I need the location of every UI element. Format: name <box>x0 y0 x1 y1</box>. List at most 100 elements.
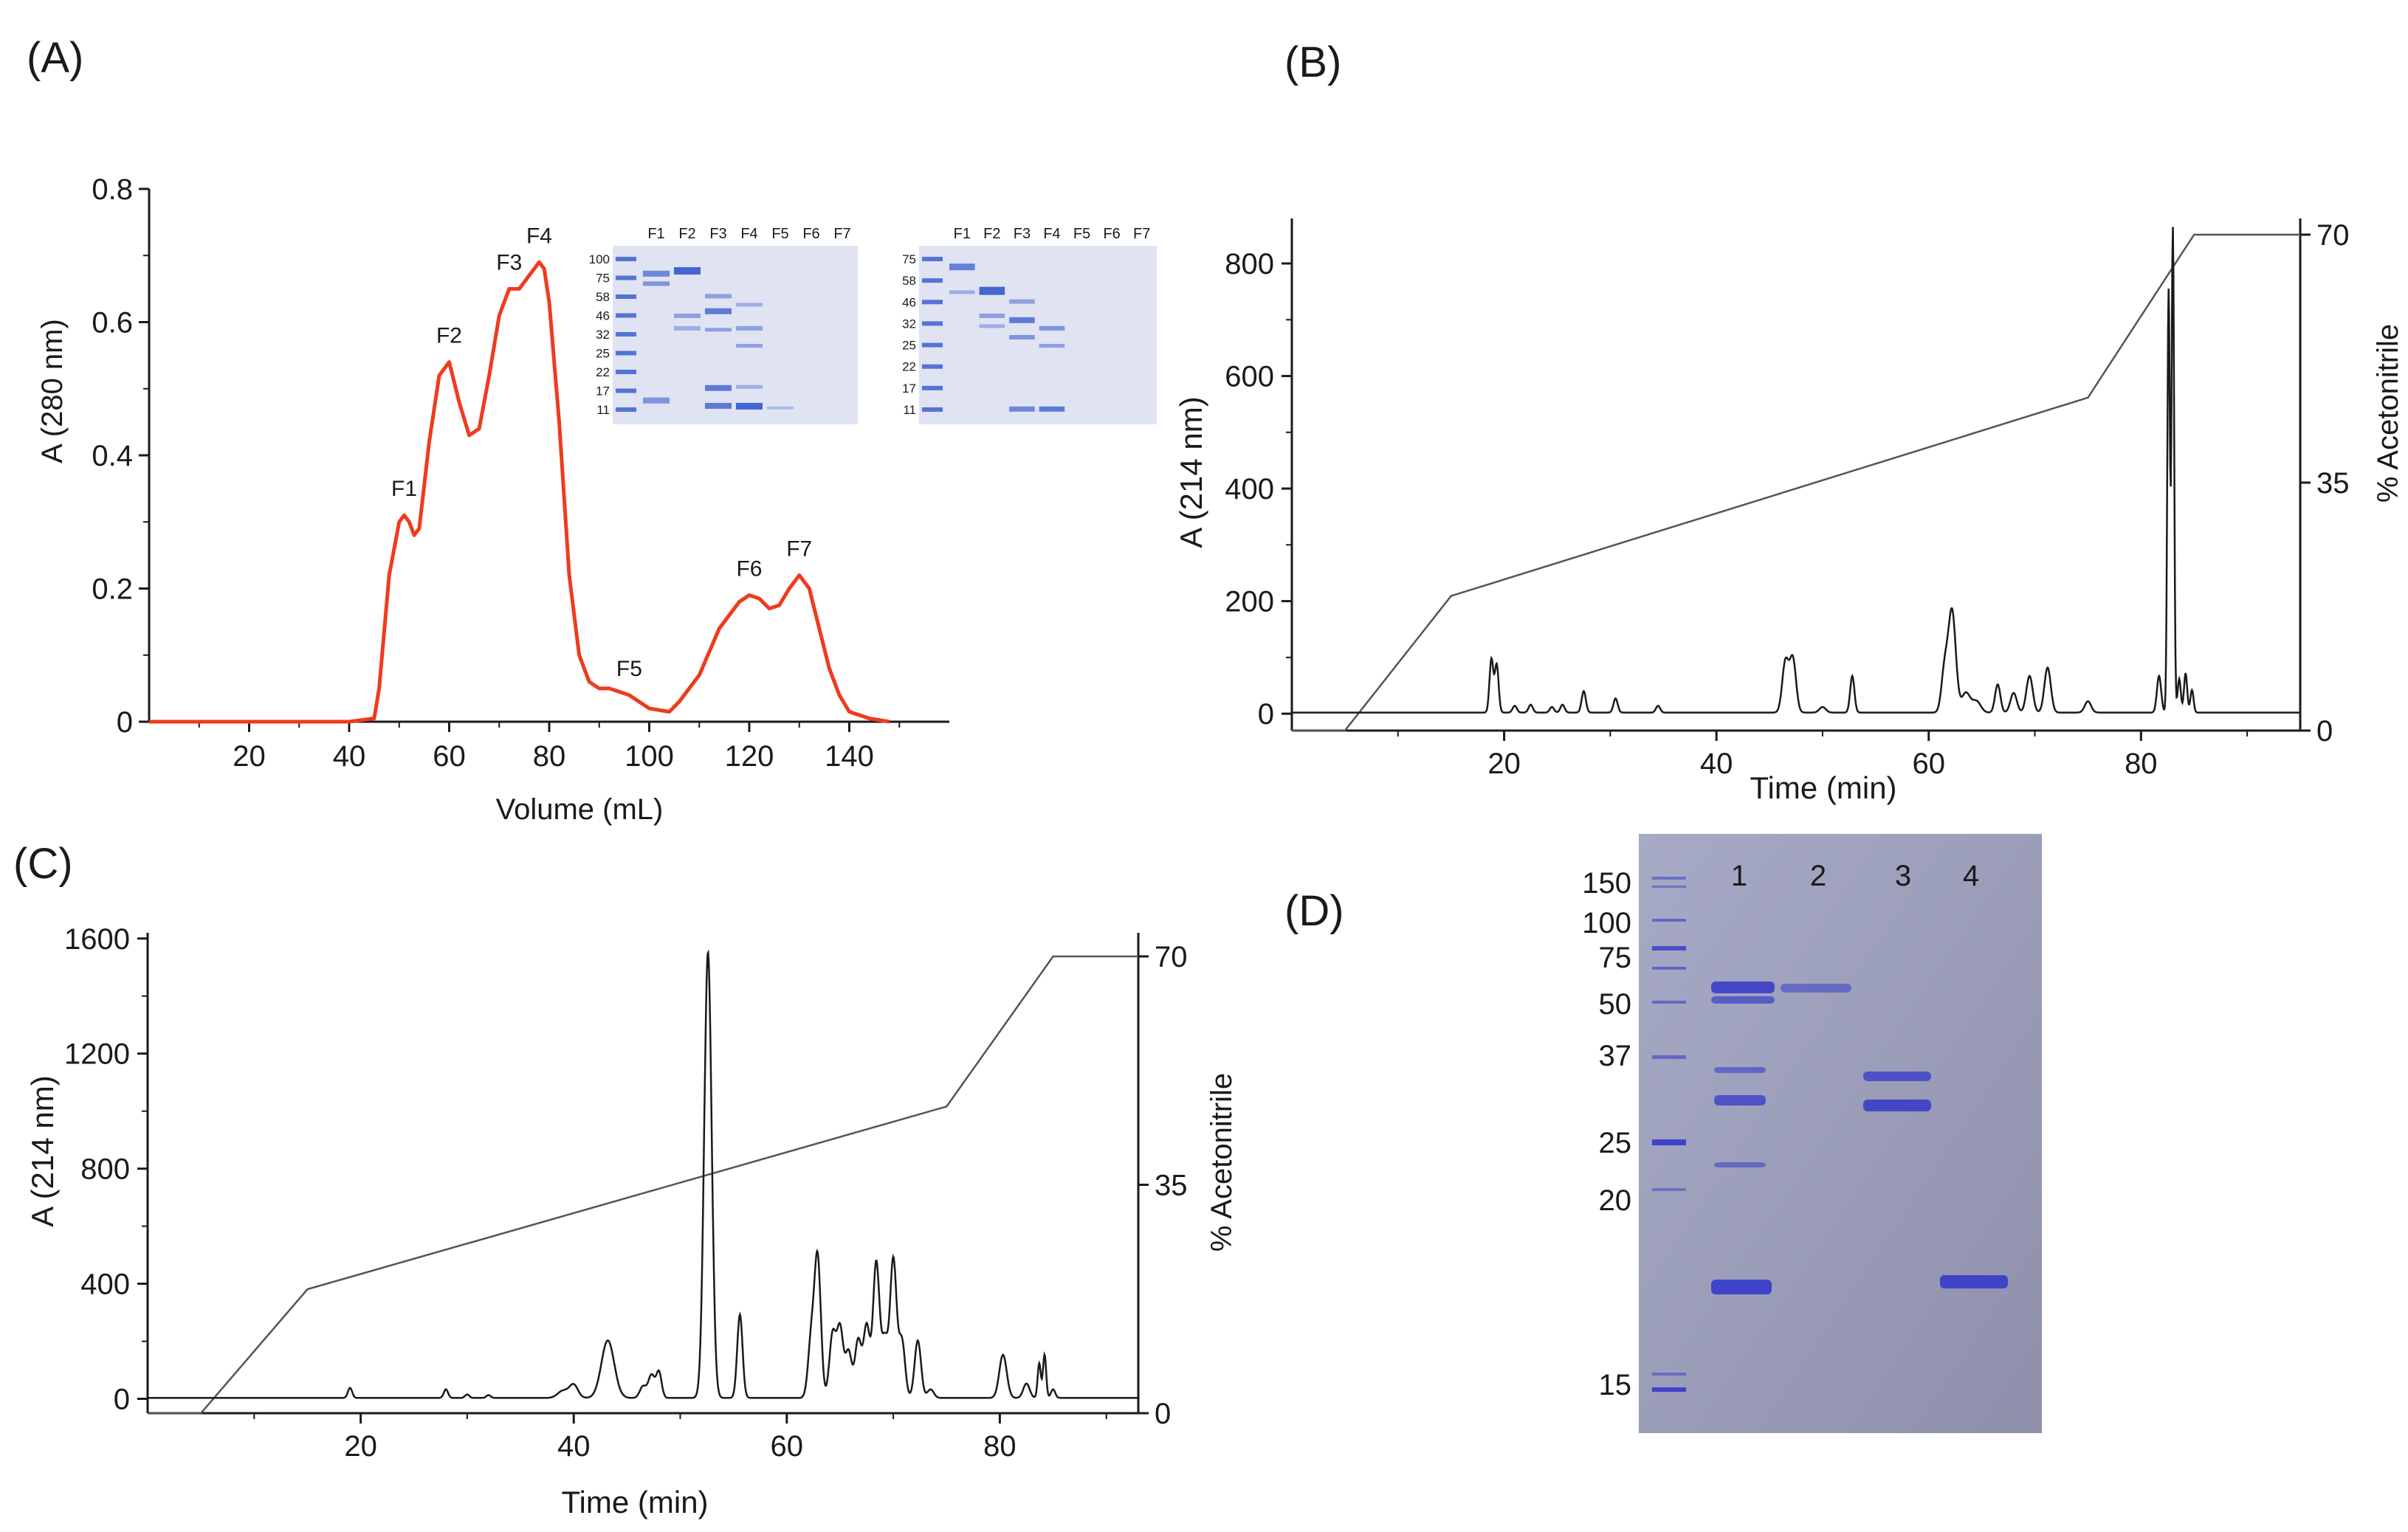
inset-protein-band <box>979 313 1005 318</box>
y-tick-label: 400 <box>1225 473 1274 506</box>
panel-a-x-tick-label: 140 <box>825 740 874 773</box>
panel-c-gradient-line <box>148 955 1138 1415</box>
inset-protein-band <box>736 402 763 410</box>
panel-label-d: (D) <box>1284 887 1344 935</box>
panel-b-y2-axis-label: % Acetonitrile <box>2372 324 2404 503</box>
panel-a-x-tick-label: 60 <box>433 740 466 773</box>
panel-d-ladder-band <box>1652 1387 1686 1392</box>
x-tick-label: 80 <box>983 1430 1016 1463</box>
panel-d-ladder-band <box>1652 946 1686 950</box>
inset-ladder-band <box>616 388 636 393</box>
panel-a-y-axis-label: A (280 nm) <box>36 319 69 463</box>
inset-protein-band <box>979 286 1005 295</box>
inset-protein-band <box>1039 406 1065 412</box>
inset-protein-band <box>643 397 670 404</box>
inset-protein-band <box>643 281 670 286</box>
panel-a-trace <box>149 260 890 724</box>
panel-d-gel-background <box>1639 834 2042 1433</box>
inset-marker-label: 25 <box>902 339 916 353</box>
x-tick-label: 20 <box>1487 748 1521 780</box>
y-tick-label: 200 <box>1225 586 1274 618</box>
x-tick-label: 80 <box>2125 748 2158 780</box>
inset-lane-label: F2 <box>983 226 1000 242</box>
panel-a-peak-label: F6 <box>736 557 762 582</box>
inset-protein-band <box>705 328 732 332</box>
inset-marker-label: 75 <box>596 272 610 286</box>
inset-protein-band <box>1009 406 1035 412</box>
panel-d-protein-band <box>1714 1095 1766 1105</box>
panel-a-y-tick-label: 0 <box>117 706 133 739</box>
panel-d-ladder-band <box>1652 967 1686 970</box>
inset-protein-band <box>736 303 763 307</box>
panel-d-protein-band <box>1863 1072 1931 1081</box>
panel-d-marker-label: 20 <box>1599 1184 1632 1217</box>
inset-protein-band <box>674 325 701 331</box>
x-tick-label: 40 <box>1700 748 1733 780</box>
x-tick-label: 20 <box>344 1430 377 1463</box>
y2-tick-label: 70 <box>2316 219 2350 252</box>
panel-d-lane-label: 2 <box>1810 860 1826 892</box>
inset-protein-band <box>705 308 732 314</box>
inset-protein-band <box>1009 299 1035 304</box>
inset-ladder-band <box>922 385 943 390</box>
panel-b-trace <box>1292 227 2300 714</box>
inset-ladder-band <box>922 300 943 305</box>
inset-lane-label: F5 <box>771 226 788 242</box>
panel-b-axes <box>1290 218 2302 732</box>
y2-tick-label: 35 <box>2316 467 2350 500</box>
inset-protein-band <box>736 344 763 348</box>
panel-a-inset-gel-1: F1 F2 F3 F4 F5 F6 F7 100 75 58 46 32 25 22 17 11 <box>589 226 858 424</box>
inset-marker-label: 32 <box>596 328 610 342</box>
y-tick-label: 0 <box>114 1384 130 1416</box>
inset-ladder-band <box>922 278 943 283</box>
inset-ladder-band <box>616 370 636 374</box>
inset-protein-band <box>736 325 763 331</box>
inset-ladder-band <box>616 332 636 337</box>
panel-d-lane-label: 3 <box>1895 860 1911 892</box>
panel-c-y2-axis-label: % Acetonitrile <box>1205 1073 1238 1252</box>
panel-d-protein-band <box>1711 981 1775 993</box>
panel-d-lane-label: 1 <box>1731 860 1747 892</box>
inset-marker-label: 22 <box>902 360 916 374</box>
inset-marker-label: 11 <box>596 403 610 417</box>
inset-ladder-band <box>616 257 636 261</box>
panel-a-ticks: 20 40 60 80 100 120 140 0 0.2 0.4 0.6 0.8 <box>92 173 901 773</box>
panel-label-a: (A) <box>27 34 83 82</box>
panel-a-y-tick-label: 0.8 <box>92 173 133 206</box>
panel-b-gradient-line <box>1292 233 2300 732</box>
inset-ladder-band <box>616 351 636 356</box>
panel-c-axes <box>146 933 1140 1415</box>
inset-ladder-band <box>922 342 943 348</box>
inset-ladder-band <box>922 407 943 412</box>
panel-a-x-tick-label: 100 <box>625 740 674 773</box>
panel-a-y-tick-label: 0.6 <box>92 307 133 339</box>
y-tick-label: 800 <box>1225 248 1274 280</box>
panel-a-y-tick-label: 0.2 <box>92 573 133 606</box>
x-tick-label: 60 <box>771 1430 804 1463</box>
inset-protein-band <box>979 324 1005 328</box>
inset-marker-label: 25 <box>596 347 610 361</box>
inset-lane-label: F3 <box>709 226 726 242</box>
inset-ladder-band <box>922 257 943 261</box>
panel-a-peak-label: F1 <box>391 477 417 501</box>
inset-marker-label: 11 <box>903 403 916 417</box>
panel-d-marker-label: 150 <box>1582 867 1631 900</box>
panel-a-peak-label: F7 <box>786 536 812 561</box>
panel-d-marker-label: 50 <box>1599 988 1632 1021</box>
inset-marker-label: 17 <box>596 384 610 398</box>
panel-d-protein-band <box>1940 1275 2008 1288</box>
panel-d-protein-band <box>1711 1280 1772 1294</box>
panel-a-peak-label: F3 <box>496 250 522 275</box>
panel-d-ladder-band <box>1652 1139 1686 1145</box>
inset-protein-band <box>1039 325 1065 331</box>
panel-label-c: (C) <box>13 840 73 888</box>
inset-lane-label: F1 <box>954 226 971 242</box>
inset-ladder-band <box>616 275 636 280</box>
y2-tick-label: 0 <box>2316 715 2333 748</box>
